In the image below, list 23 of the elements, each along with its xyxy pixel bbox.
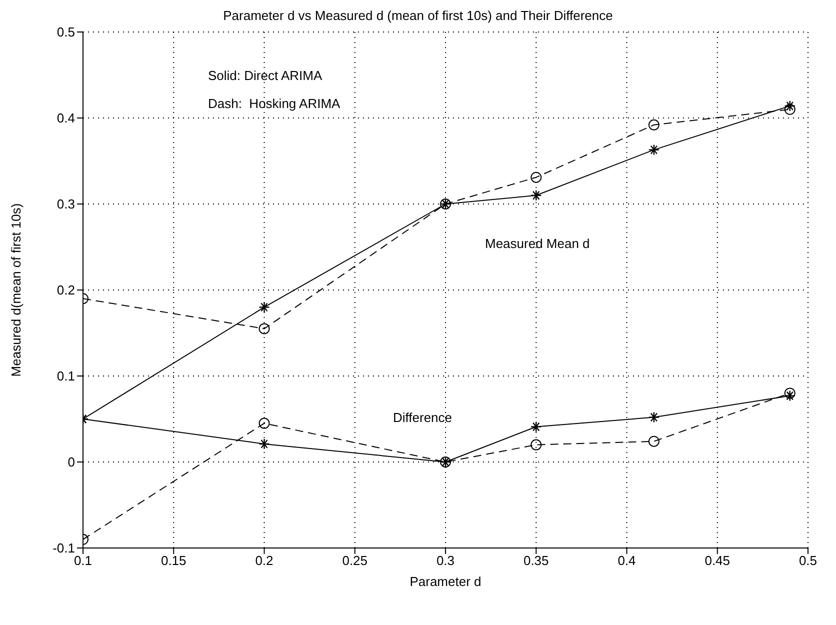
y-tick-label: 0.3 (56, 196, 75, 212)
chart-title: Parameter d vs Measured d (mean of first 10s) and Their Difference (222, 8, 614, 23)
y-axis-title: Measured d(mean of first 10s) (8, 203, 24, 377)
annotation: Measured Mean d (485, 236, 590, 251)
x-tick-label: 0.4 (618, 553, 636, 568)
x-tick-label: 0.45 (704, 553, 730, 568)
y-tick-label: 0 (68, 454, 75, 470)
y-tick-label: -0.1 (52, 540, 75, 556)
annotation: Dash: Hosking ARIMA (208, 96, 340, 111)
x-tick-label: 0.2 (255, 553, 274, 568)
x-axis-title: Parameter d (410, 574, 482, 589)
x-tick-label: 0.3 (436, 553, 455, 568)
y-tick-label: 0.1 (56, 368, 75, 384)
x-tick-label: 0.25 (342, 553, 368, 568)
y-tick-label: 0.5 (56, 24, 75, 40)
x-tick-label: 0.35 (523, 553, 549, 568)
x-tick-label: 0.15 (160, 553, 186, 568)
annotation: Difference (393, 410, 452, 425)
x-tick-label: 0.1 (74, 553, 92, 568)
annotation: Solid: Direct ARIMA (208, 68, 322, 83)
y-tick-label: 0.4 (56, 110, 75, 126)
y-tick-label: 0.2 (56, 282, 75, 298)
x-tick-label: 0.5 (798, 553, 818, 568)
